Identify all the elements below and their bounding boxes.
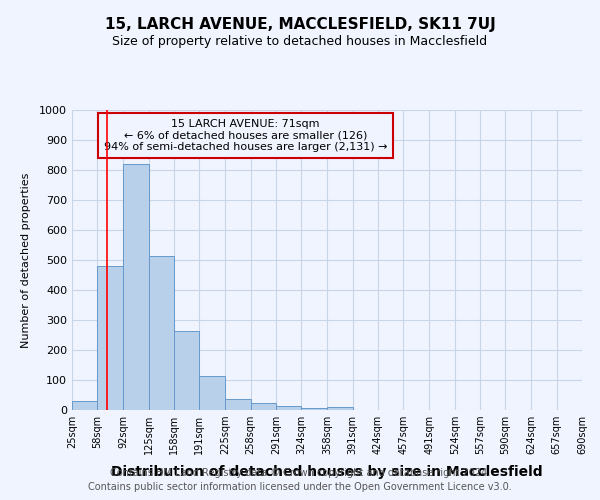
Text: 15 LARCH AVENUE: 71sqm
← 6% of detached houses are smaller (126)
94% of semi-det: 15 LARCH AVENUE: 71sqm ← 6% of detached … — [104, 119, 387, 152]
Bar — [226, 398, 251, 410]
Bar — [276, 406, 301, 410]
Text: 15, LARCH AVENUE, MACCLESFIELD, SK11 7UJ: 15, LARCH AVENUE, MACCLESFIELD, SK11 7UJ — [104, 18, 496, 32]
Text: Size of property relative to detached houses in Macclesfield: Size of property relative to detached ho… — [112, 35, 488, 48]
Text: Contains public sector information licensed under the Open Government Licence v3: Contains public sector information licen… — [88, 482, 512, 492]
Bar — [72, 401, 97, 410]
Bar — [149, 256, 174, 410]
X-axis label: Distribution of detached houses by size in Macclesfield: Distribution of detached houses by size … — [111, 466, 543, 479]
Bar — [174, 330, 199, 410]
Bar — [301, 408, 328, 410]
Text: Contains HM Land Registry data © Crown copyright and database right 2024.: Contains HM Land Registry data © Crown c… — [110, 468, 490, 477]
Y-axis label: Number of detached properties: Number of detached properties — [21, 172, 31, 348]
Bar — [251, 404, 276, 410]
Bar — [124, 164, 149, 410]
Bar — [328, 407, 353, 410]
Bar — [97, 266, 124, 410]
Bar — [199, 376, 226, 410]
